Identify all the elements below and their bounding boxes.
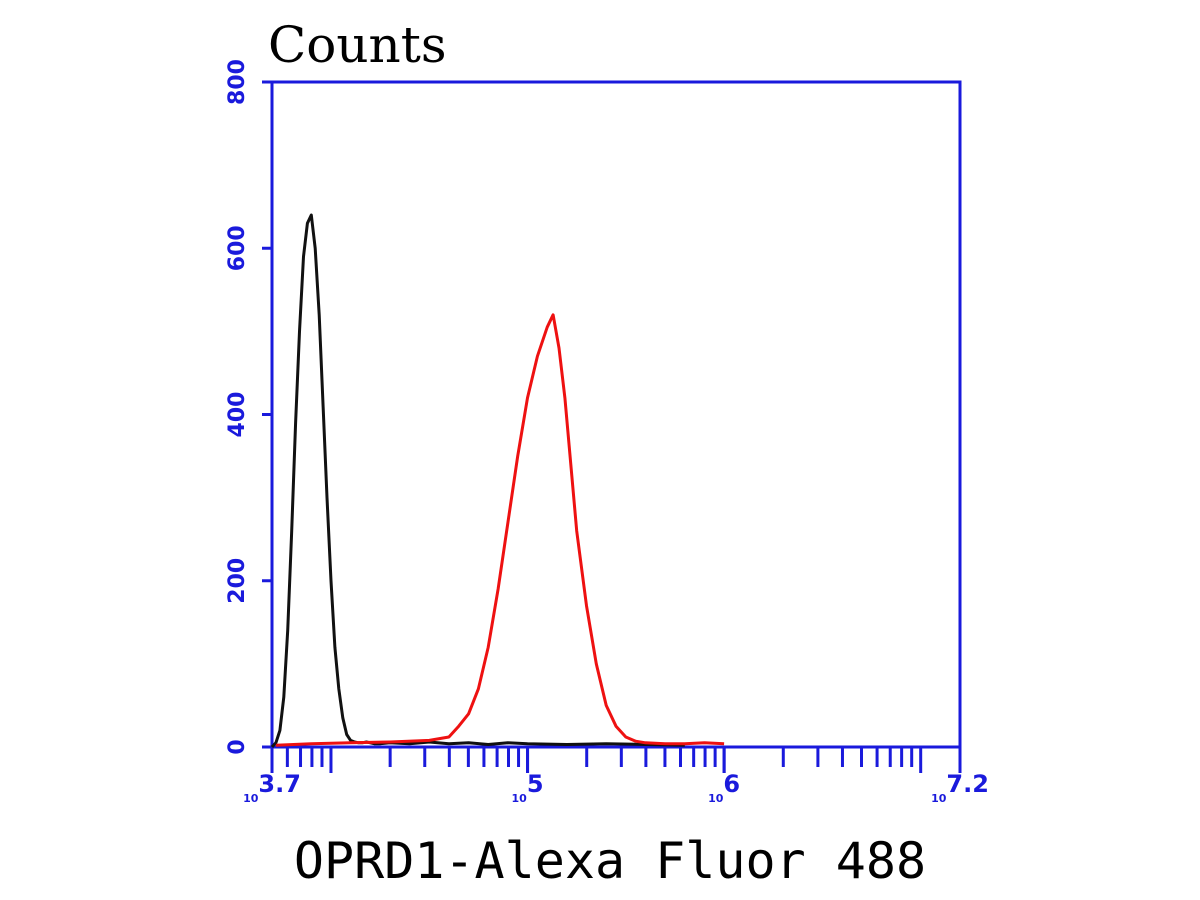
x-tick-label: 103.7 <box>243 770 301 805</box>
y-axis-label: Counts <box>268 16 447 74</box>
y-tick-label: 200 <box>225 558 250 604</box>
x-axis-label: OPRD1-Alexa Fluor 488 <box>294 832 926 890</box>
y-tick-label: 0 <box>225 739 250 754</box>
y-tick-label: 600 <box>225 225 250 271</box>
x-tick-label: 105 <box>512 770 544 805</box>
x-tick-label: 106 <box>708 770 740 805</box>
plot-frame <box>270 80 962 749</box>
series-line-2 <box>275 313 725 747</box>
series-line-1 <box>270 213 685 749</box>
y-tick-label: 400 <box>225 392 250 438</box>
y-tick-label: 800 <box>225 59 250 105</box>
x-tick-label: 107.2 <box>931 770 989 805</box>
